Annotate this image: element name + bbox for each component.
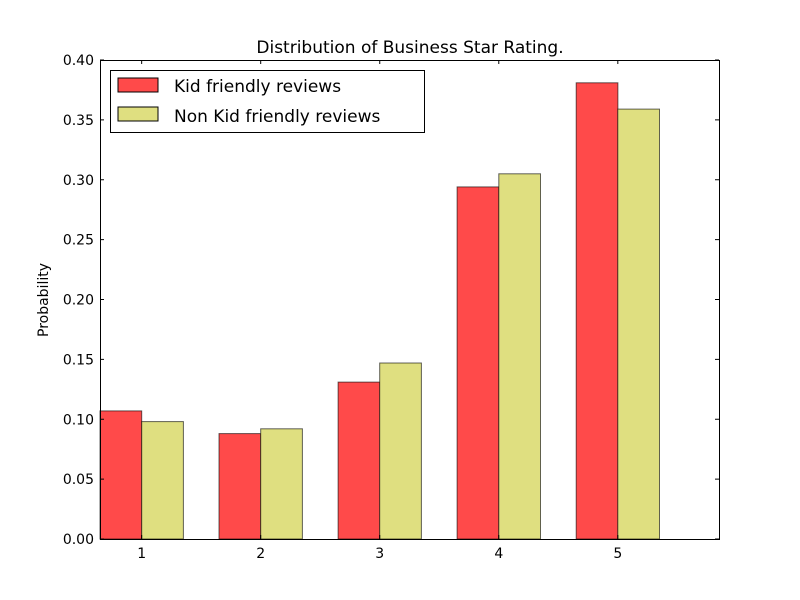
- bar-series-1-cat-5: [617, 108, 660, 540]
- x-tick-label: 1: [137, 546, 146, 562]
- legend: Kid friendly reviews Non Kid friendly re…: [110, 70, 425, 133]
- bar-series-0-cat-5: [575, 82, 619, 540]
- y-tick-label: 0.10: [63, 412, 94, 428]
- legend-swatch-non-kid-friendly: [117, 106, 159, 122]
- ticks-group: 0.00 0.05 0.10 0.15 0.20 0.25 0.30 0.35 0.40 1 2 3 4…: [63, 53, 719, 562]
- y-axis-label: Probability: [36, 263, 52, 337]
- y-tick-label: 0.20: [63, 293, 94, 309]
- y-tick-label: 0.00: [63, 532, 94, 548]
- legend-label-kid-friendly: Kid friendly reviews: [174, 77, 341, 97]
- y-tick-label: 0.05: [63, 472, 94, 488]
- bar-series-0-cat-1: [99, 410, 143, 540]
- x-tick-label: 5: [613, 546, 622, 562]
- bar-series-1-cat-4: [498, 173, 541, 540]
- legend-label-non-kid-friendly: Non Kid friendly reviews: [174, 107, 380, 127]
- bar-series-0-cat-3: [337, 381, 381, 540]
- y-tick-label: 0.30: [63, 173, 94, 189]
- chart-title: Distribution of Business Star Rating.: [256, 38, 563, 58]
- bars-group: [99, 82, 660, 540]
- y-tick-label: 0.25: [63, 233, 94, 249]
- x-tick-label: 3: [375, 546, 384, 562]
- plot-frame: [100, 60, 720, 540]
- bar-series-0-cat-2: [218, 433, 262, 540]
- y-tick-label: 0.35: [63, 113, 94, 129]
- bar-series-1-cat-3: [379, 362, 422, 540]
- x-tick-label: 4: [494, 546, 503, 562]
- legend-swatch-kid-friendly: [117, 77, 159, 93]
- y-tick-label: 0.15: [63, 352, 94, 368]
- bar-series-0-cat-4: [456, 186, 500, 540]
- bar-series-1-cat-2: [260, 428, 303, 540]
- y-tick-label: 0.40: [63, 53, 94, 69]
- legend-frame: [110, 70, 425, 133]
- x-tick-label: 2: [256, 546, 265, 562]
- bar-series-1-cat-1: [141, 421, 184, 540]
